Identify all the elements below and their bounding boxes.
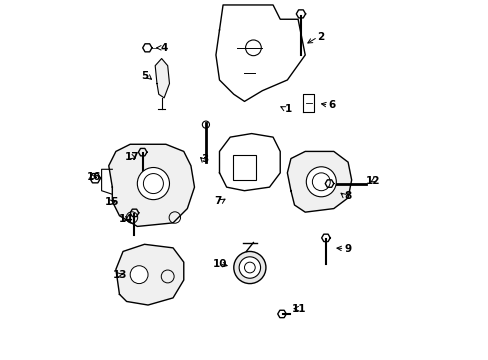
- Text: 4: 4: [160, 43, 167, 53]
- Text: 7: 7: [214, 197, 221, 206]
- Text: 15: 15: [104, 197, 119, 207]
- Text: 1: 1: [284, 104, 291, 113]
- Text: 13: 13: [112, 270, 126, 280]
- Text: 6: 6: [327, 100, 335, 110]
- Text: 10: 10: [212, 259, 226, 269]
- Text: 12: 12: [365, 176, 380, 186]
- Polygon shape: [108, 144, 194, 226]
- Circle shape: [305, 167, 336, 197]
- Polygon shape: [287, 152, 351, 212]
- Circle shape: [233, 251, 265, 284]
- Text: 17: 17: [124, 152, 139, 162]
- Polygon shape: [116, 244, 183, 305]
- Circle shape: [130, 266, 148, 284]
- Polygon shape: [155, 59, 169, 98]
- Text: 5: 5: [141, 71, 148, 81]
- Text: 8: 8: [344, 191, 351, 201]
- Circle shape: [239, 257, 260, 278]
- Text: 11: 11: [291, 303, 305, 314]
- Text: 3: 3: [201, 154, 208, 163]
- Text: 14: 14: [119, 214, 133, 224]
- Circle shape: [137, 167, 169, 200]
- Text: 16: 16: [86, 172, 101, 182]
- Bar: [233, 155, 256, 180]
- Text: 2: 2: [317, 32, 324, 42]
- Text: 9: 9: [344, 244, 351, 253]
